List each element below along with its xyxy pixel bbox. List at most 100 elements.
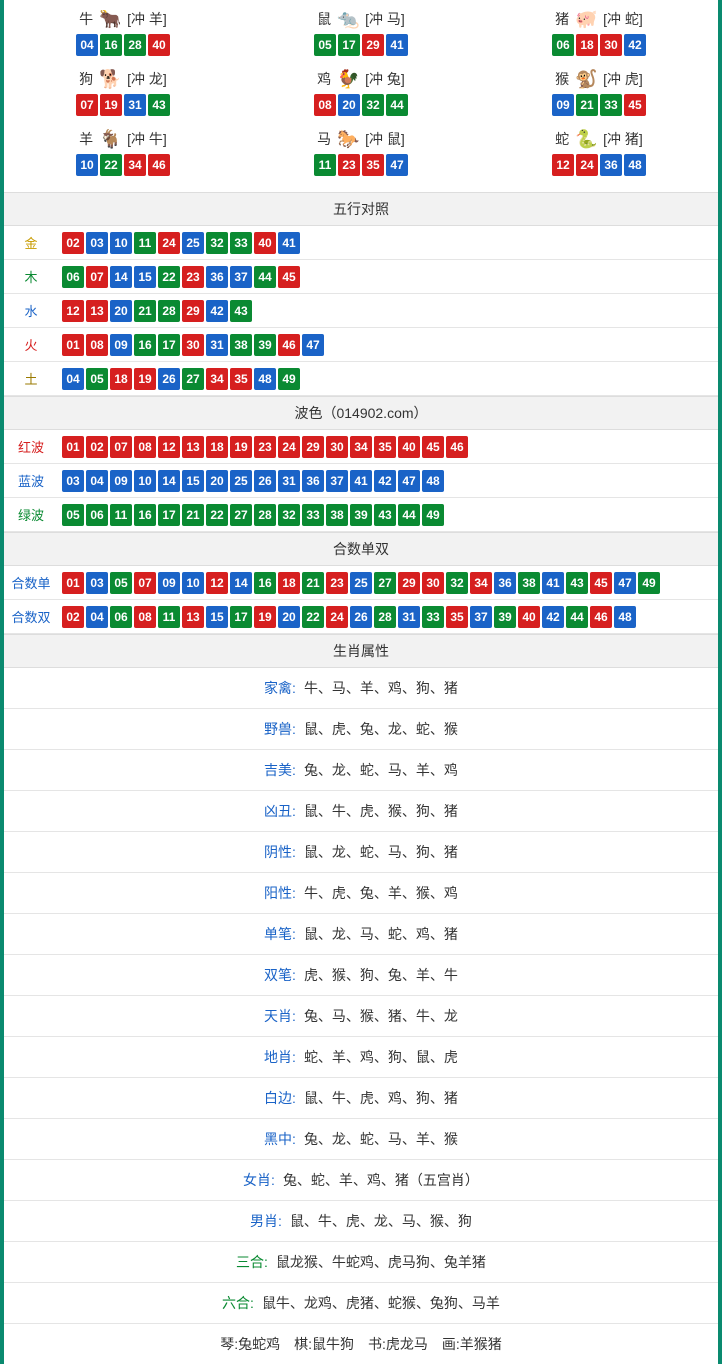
ball: 16: [134, 504, 156, 526]
ball: 22: [100, 154, 122, 176]
ball: 46: [590, 606, 612, 628]
ball: 44: [566, 606, 588, 628]
ball: 48: [422, 470, 444, 492]
ball: 32: [362, 94, 384, 116]
zodiac-balls: 06183042: [552, 34, 646, 56]
ball: 10: [76, 154, 98, 176]
labeled-row: 合数双0204060811131517192022242628313335373…: [4, 600, 718, 634]
zodiac-balls: 11233547: [314, 154, 408, 176]
labeled-row: 火0108091617303138394647: [4, 328, 718, 362]
attr-row: 阴性:鼠、龙、蛇、马、狗、猪: [4, 832, 718, 873]
section-head-bose: 波色（014902.com）: [4, 396, 718, 430]
ball: 34: [470, 572, 492, 594]
ball: 43: [230, 300, 252, 322]
ball: 30: [600, 34, 622, 56]
ball: 37: [230, 266, 252, 288]
attr-row: 六合:鼠牛、龙鸡、虎猪、蛇猴、兔狗、马羊: [4, 1283, 718, 1324]
ball: 16: [134, 334, 156, 356]
ball: 47: [614, 572, 636, 594]
row-balls: 04051819262734354849: [58, 364, 304, 394]
ball: 22: [206, 504, 228, 526]
ball: 16: [254, 572, 276, 594]
ball: 08: [86, 334, 108, 356]
zodiac-name: 马: [317, 129, 331, 149]
ball: 10: [182, 572, 204, 594]
ball: 07: [134, 572, 156, 594]
ball: 46: [278, 334, 300, 356]
attr-row: 男肖:鼠、牛、虎、龙、马、猴、狗: [4, 1201, 718, 1242]
attr-row: 天肖:兔、马、猴、猪、牛、龙: [4, 996, 718, 1037]
zodiac-head: 狗🐕[冲 龙]: [79, 68, 167, 90]
ball: 25: [230, 470, 252, 492]
ball: 26: [350, 606, 372, 628]
ball: 37: [326, 470, 348, 492]
ball: 25: [350, 572, 372, 594]
ball: 07: [110, 436, 132, 458]
attr-value: 鼠、龙、蛇、马、狗、猪: [304, 844, 458, 860]
attr-row: 双笔:虎、猴、狗、兔、羊、牛: [4, 955, 718, 996]
ball: 14: [110, 266, 132, 288]
ball: 48: [254, 368, 276, 390]
row-label: 合数双: [4, 607, 58, 626]
ball: 33: [422, 606, 444, 628]
ball: 20: [110, 300, 132, 322]
ball: 07: [86, 266, 108, 288]
attr-label: 天肖:: [264, 1008, 296, 1024]
attr-value: 鼠、牛、虎、龙、马、猴、狗: [290, 1213, 472, 1229]
row-label: 水: [4, 301, 58, 320]
ball: 47: [398, 470, 420, 492]
ball: 08: [314, 94, 336, 116]
ball: 42: [624, 34, 646, 56]
ball: 14: [230, 572, 252, 594]
ball: 13: [86, 300, 108, 322]
ball: 28: [124, 34, 146, 56]
zodiac-balls: 09213345: [552, 94, 646, 116]
ball: 49: [638, 572, 660, 594]
zodiac-name: 羊: [79, 129, 93, 149]
ball: 23: [254, 436, 276, 458]
zodiac-head: 羊🐐[冲 牛]: [79, 128, 167, 150]
attr-label: 家禽:: [264, 680, 296, 696]
row-label: 合数单: [4, 573, 58, 592]
ball: 24: [576, 154, 598, 176]
ball: 01: [62, 334, 84, 356]
row-label: 火: [4, 335, 58, 354]
ball: 04: [86, 606, 108, 628]
zodiac-head: 猪🐖[冲 蛇]: [555, 8, 643, 30]
ball: 49: [278, 368, 300, 390]
attr-row: 黑中:兔、龙、蛇、马、羊、猴: [4, 1119, 718, 1160]
attr-row: 三合:鼠龙猴、牛蛇鸡、虎马狗、兔羊猪: [4, 1242, 718, 1283]
ball: 19: [134, 368, 156, 390]
ball: 20: [206, 470, 228, 492]
ball: 22: [302, 606, 324, 628]
ball: 42: [374, 470, 396, 492]
ball: 21: [182, 504, 204, 526]
ball: 35: [362, 154, 384, 176]
row-label: 蓝波: [4, 471, 58, 490]
ball: 18: [206, 436, 228, 458]
ball: 42: [206, 300, 228, 322]
wuxing-rows: 金02031011242532334041木060714152223363744…: [4, 226, 718, 396]
zodiac-head: 牛🐂[冲 羊]: [79, 8, 167, 30]
zodiac-name: 狗: [79, 69, 93, 89]
zodiac-icon: 🐒: [571, 68, 601, 90]
ball: 14: [158, 470, 180, 492]
labeled-row: 金02031011242532334041: [4, 226, 718, 260]
ball: 19: [100, 94, 122, 116]
row-balls: 05061116172122272832333839434449: [58, 500, 448, 530]
labeled-row: 蓝波03040910141520252631363741424748: [4, 464, 718, 498]
attr-value: 鼠、牛、虎、猴、狗、猪: [304, 803, 458, 819]
attr-label: 地肖:: [264, 1049, 296, 1065]
attr-row: 单笔:鼠、龙、马、蛇、鸡、猪: [4, 914, 718, 955]
ball: 46: [446, 436, 468, 458]
ball: 01: [62, 436, 84, 458]
shuxing-footer: 琴:兔蛇鸡 棋:鼠牛狗 书:虎龙马 画:羊猴猪: [4, 1324, 718, 1364]
ball: 08: [134, 436, 156, 458]
ball: 36: [206, 266, 228, 288]
zodiac-head: 鸡🐓[冲 兔]: [317, 68, 405, 90]
attr-label: 野兽:: [264, 721, 296, 737]
ball: 10: [110, 232, 132, 254]
zodiac-name: 鼠: [317, 9, 331, 29]
zodiac-head: 鼠🐀[冲 马]: [317, 8, 405, 30]
ball: 09: [110, 470, 132, 492]
